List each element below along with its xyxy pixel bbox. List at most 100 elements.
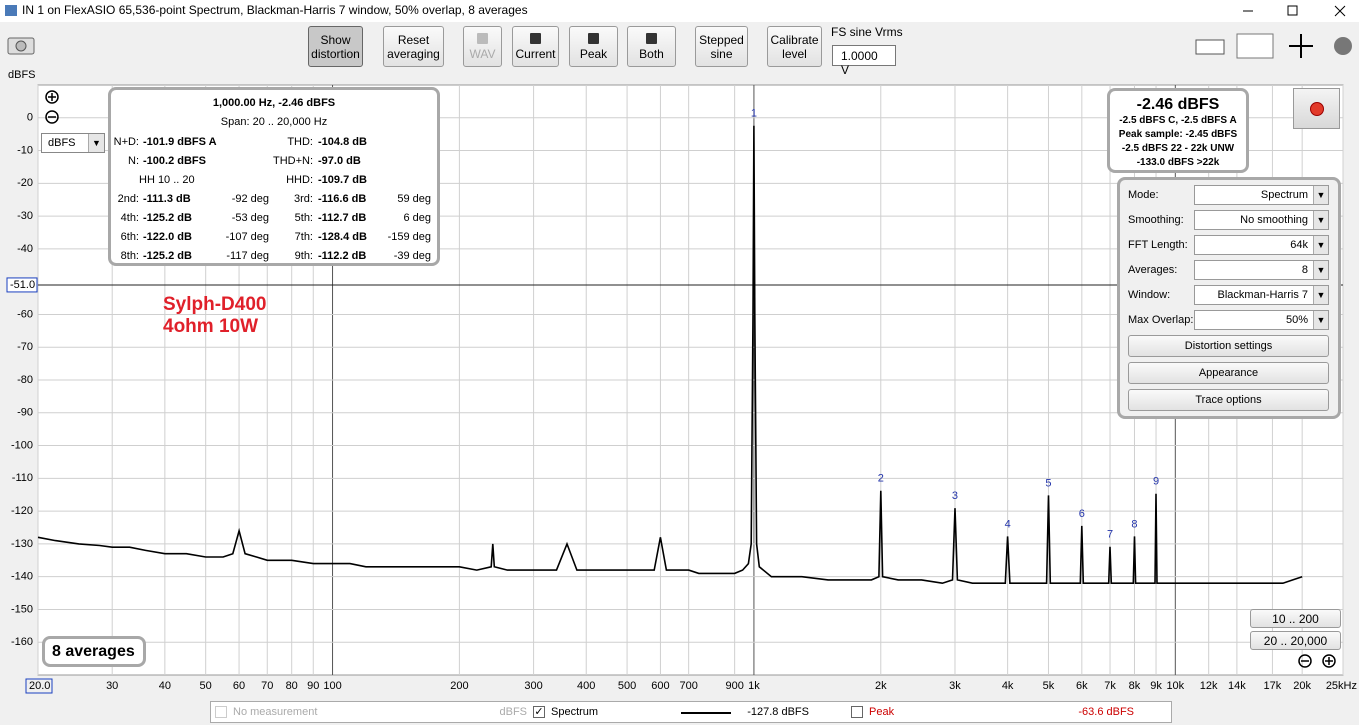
distortion-cell: -125.2 dB bbox=[143, 250, 192, 262]
range-button[interactable]: 10 .. 200 bbox=[1250, 609, 1341, 628]
x-tick-label: 20.0 bbox=[29, 680, 50, 692]
setting-label: Window: bbox=[1128, 289, 1171, 301]
harmonic-marker: 6 bbox=[1079, 508, 1085, 520]
y-tick-label: -100 bbox=[11, 439, 33, 451]
legend-checkbox[interactable]: ✓ bbox=[533, 706, 545, 718]
dropdown-arrow: ▼ bbox=[88, 134, 104, 152]
y-tick-label: -10 bbox=[17, 144, 33, 156]
x-tick-label: 60 bbox=[233, 680, 245, 692]
legend-checkbox[interactable] bbox=[215, 706, 227, 718]
setting-value: Spectrum bbox=[1260, 189, 1308, 201]
harmonic-marker: 5 bbox=[1045, 477, 1051, 489]
y-tick-label: -150 bbox=[11, 603, 33, 615]
distortion-cell: 4th: bbox=[120, 212, 139, 224]
setting-dropdown[interactable]: Spectrum ▼ bbox=[1194, 185, 1329, 205]
x-tick-label: 4k bbox=[1002, 680, 1014, 692]
toolbar-button[interactable]: WAV bbox=[463, 26, 502, 67]
distortion-cell: -53 deg bbox=[231, 212, 269, 224]
settings-button[interactable]: Trace options bbox=[1128, 389, 1329, 411]
x-tick-label: 8k bbox=[1129, 680, 1141, 692]
x-tick-label: 200 bbox=[450, 680, 468, 692]
dropdown-arrow: ▼ bbox=[1313, 236, 1328, 254]
distortion-panel: 1,000.00 Hz, -2.46 dBFS Span: 20 .. 20,0… bbox=[108, 87, 440, 266]
x-tick-label: 80 bbox=[286, 680, 298, 692]
settings-icon[interactable] bbox=[1334, 37, 1352, 55]
range-button[interactable]: 20 .. 20,000 bbox=[1250, 631, 1341, 650]
readout-panel: -2.46 dBFS -2.5 dBFS C, -2.5 dBFS A Peak … bbox=[1107, 88, 1249, 173]
cursor-label: -51.0 bbox=[10, 279, 35, 291]
toolbar-button[interactable]: Both bbox=[627, 26, 676, 67]
legend-checkbox[interactable] bbox=[851, 706, 863, 718]
x-tick-label: 25kHz bbox=[1326, 680, 1357, 692]
settings-button[interactable]: Appearance bbox=[1128, 362, 1329, 384]
readout-line: -2.5 dBFS 22 - 22k UNW bbox=[1121, 143, 1235, 154]
y-tick-label: -160 bbox=[11, 636, 33, 648]
harmonic-marker: 8 bbox=[1131, 518, 1137, 530]
zoom-out[interactable] bbox=[45, 110, 59, 124]
fs-input[interactable]: 1.0000 V bbox=[832, 45, 896, 77]
dropdown-arrow: ▼ bbox=[1313, 311, 1328, 329]
distortion-cell: -107 deg bbox=[225, 231, 269, 243]
toolbar-button[interactable]: Show distortion bbox=[308, 26, 363, 67]
close-icon[interactable] bbox=[1334, 5, 1346, 17]
distortion-cell: -125.2 dB bbox=[143, 212, 192, 224]
x-tick-label: 1k bbox=[748, 680, 760, 692]
y-tick-label: -140 bbox=[11, 571, 33, 583]
button-label: Calibrate level bbox=[770, 32, 819, 61]
setting-dropdown[interactable]: 50% ▼ bbox=[1194, 310, 1329, 330]
toolbar-button[interactable]: Stepped sine bbox=[695, 26, 748, 67]
legend-reading: -63.6 dBFS bbox=[1078, 706, 1134, 718]
distortion-cell: 3rd: bbox=[294, 193, 313, 205]
distortion-cell: N+D: bbox=[113, 136, 139, 148]
y-tick-label: 0 bbox=[27, 112, 33, 124]
record-button[interactable] bbox=[1293, 88, 1340, 129]
pan-icon[interactable] bbox=[1289, 34, 1313, 58]
distortion-cell: -109.7 dB bbox=[318, 174, 367, 186]
distortion-cell: 2nd: bbox=[117, 193, 139, 205]
y-tick-label: -20 bbox=[17, 177, 33, 189]
button-label: Stepped sine bbox=[699, 32, 744, 61]
distortion-cell: -128.4 dB bbox=[318, 231, 367, 243]
zoom-y-icon[interactable] bbox=[1195, 39, 1225, 55]
x-tick-label: 2k bbox=[875, 680, 887, 692]
save-icon bbox=[530, 32, 541, 44]
toolbar-button[interactable]: Current bbox=[512, 26, 559, 67]
setting-dropdown[interactable]: 8 ▼ bbox=[1194, 260, 1329, 280]
x-tick-label: 7k bbox=[1104, 680, 1116, 692]
distortion-cell: -104.8 dB bbox=[318, 136, 367, 148]
title-bar bbox=[0, 0, 1359, 22]
readout-line: -2.5 dBFS C, -2.5 dBFS A bbox=[1119, 115, 1237, 126]
dropdown-arrow: ▼ bbox=[1313, 186, 1328, 204]
y-tick-label: -90 bbox=[17, 407, 33, 419]
x-tick-label: 400 bbox=[577, 680, 595, 692]
x-zoom-in[interactable] bbox=[1322, 654, 1336, 668]
x-zoom-out[interactable] bbox=[1298, 654, 1312, 668]
legend-swatch bbox=[681, 712, 731, 714]
distortion-cell: 8th: bbox=[120, 250, 139, 262]
toolbar-button[interactable]: Reset averaging bbox=[383, 26, 444, 67]
spectrum-line bbox=[37, 125, 1303, 585]
x-tick-label: 10k bbox=[1166, 680, 1184, 692]
x-tick-label: 17k bbox=[1264, 680, 1282, 692]
harmonic-marker: 7 bbox=[1107, 529, 1113, 541]
button-label: Reset averaging bbox=[387, 32, 440, 61]
setting-dropdown[interactable]: Blackman-Harris 7 ▼ bbox=[1194, 285, 1329, 305]
distortion-cell: 6th: bbox=[120, 231, 139, 243]
legend-name: Peak bbox=[869, 706, 895, 718]
legend-reading: -127.8 dBFS bbox=[747, 706, 809, 718]
zoom-in[interactable] bbox=[45, 90, 59, 104]
save-icon bbox=[646, 32, 657, 44]
restore-icon[interactable] bbox=[1287, 5, 1298, 16]
toolbar-button[interactable]: Peak bbox=[569, 26, 618, 67]
x-tick-label: 900 bbox=[725, 680, 743, 692]
dropdown-arrow: ▼ bbox=[1313, 261, 1328, 279]
readout-line: Peak sample: -2.45 dBFS bbox=[1118, 129, 1238, 140]
setting-dropdown[interactable]: 64k ▼ bbox=[1194, 235, 1329, 255]
unit-dropdown[interactable]: dBFS ▼ bbox=[41, 133, 105, 153]
settings-button[interactable]: Distortion settings bbox=[1128, 335, 1329, 357]
grid-icon[interactable] bbox=[1236, 33, 1274, 59]
toolbar-button[interactable]: Calibrate level bbox=[767, 26, 822, 67]
setting-label: Smoothing: bbox=[1128, 214, 1184, 226]
setting-dropdown[interactable]: No smoothing ▼ bbox=[1194, 210, 1329, 230]
setting-value: 50% bbox=[1285, 314, 1308, 326]
